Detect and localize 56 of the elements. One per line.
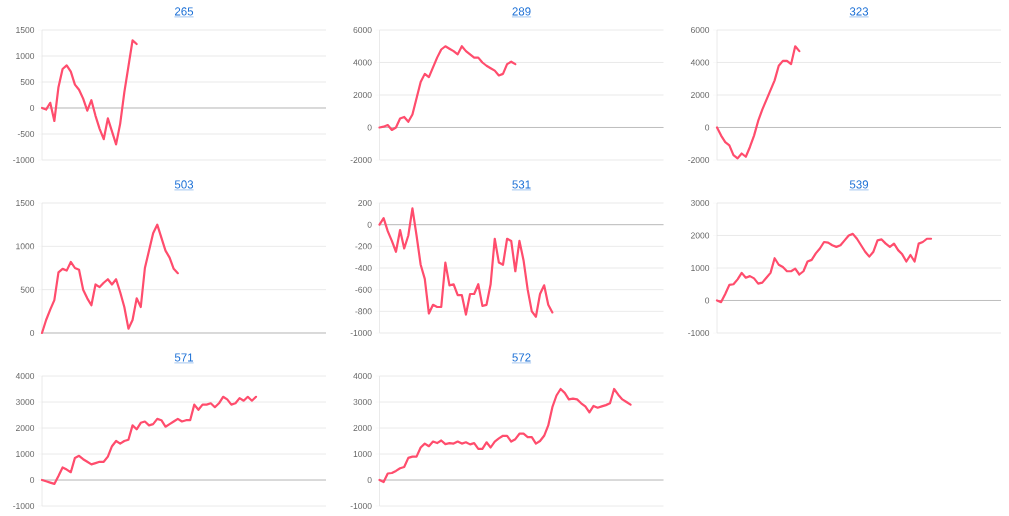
y-tick-label: 3000: [353, 398, 372, 405]
y-tick-label: 1000: [16, 450, 35, 457]
y-tick-label: 0: [705, 297, 710, 304]
y-tick-label: 1000: [353, 450, 372, 457]
y-tick-label: 1500: [16, 199, 35, 206]
y-tick-label: -2000: [688, 156, 710, 163]
y-tick-label: -400: [355, 264, 372, 271]
y-tick-label: 2000: [691, 232, 710, 239]
y-tick-label: -2000: [350, 156, 372, 163]
y-tick-label: 0: [367, 124, 372, 131]
y-tick-label: -1000: [350, 329, 372, 336]
y-tick-label: 3000: [690, 199, 710, 206]
y-tick-label: 2000: [353, 424, 372, 431]
y-tick-label: 4000: [690, 59, 710, 66]
y-tick-label: -200: [355, 243, 372, 250]
y-tick-label: 200: [358, 199, 372, 206]
chart-title: 503: [174, 180, 194, 189]
y-tick-label: -1000: [13, 502, 35, 509]
chart-title: 531: [512, 180, 531, 189]
line-series: [40, 39, 138, 146]
y-tick-label: 2000: [353, 91, 372, 98]
y-tick-label: 1000: [691, 264, 710, 271]
y-tick-label: -1000: [13, 156, 35, 163]
chart-title: 323: [849, 7, 869, 16]
y-tick-label: 6000: [353, 26, 372, 33]
y-tick-label: 1500: [16, 26, 35, 33]
y-tick-label: 500: [20, 286, 35, 293]
y-tick-label: 2000: [691, 91, 710, 98]
y-tick-label: -1000: [688, 329, 710, 336]
y-tick-label: 0: [367, 221, 372, 228]
y-tick-label: 2000: [15, 424, 35, 431]
y-tick-label: -500: [17, 130, 35, 137]
y-tick-label: -800: [355, 308, 372, 315]
y-tick-label: 4000: [15, 372, 35, 379]
y-tick-label: 0: [705, 124, 710, 131]
y-tick-label: 1000: [16, 52, 35, 59]
y-tick-label: 0: [30, 104, 35, 111]
chart-title: 265: [174, 7, 194, 16]
line-series: [378, 207, 554, 318]
y-tick-label: -600: [355, 286, 372, 293]
y-tick-label: 0: [367, 476, 372, 483]
y-tick-label: 4000: [353, 59, 372, 66]
y-tick-label: 1000: [16, 243, 35, 250]
chart-title: 539: [849, 180, 869, 189]
y-tick-label: 0: [30, 476, 35, 483]
y-tick-label: 500: [20, 78, 35, 85]
chart-title: 571: [174, 353, 194, 362]
y-tick-label: -1000: [350, 502, 372, 509]
y-tick-label: 0: [30, 329, 35, 336]
chart-title: 289: [512, 7, 531, 16]
line-series: [378, 387, 632, 484]
chart-title: 572: [512, 353, 531, 362]
line-series: [40, 395, 258, 485]
y-tick-label: 6000: [691, 26, 710, 33]
y-tick-label: 4000: [353, 372, 372, 379]
y-tick-label: 3000: [15, 398, 35, 405]
